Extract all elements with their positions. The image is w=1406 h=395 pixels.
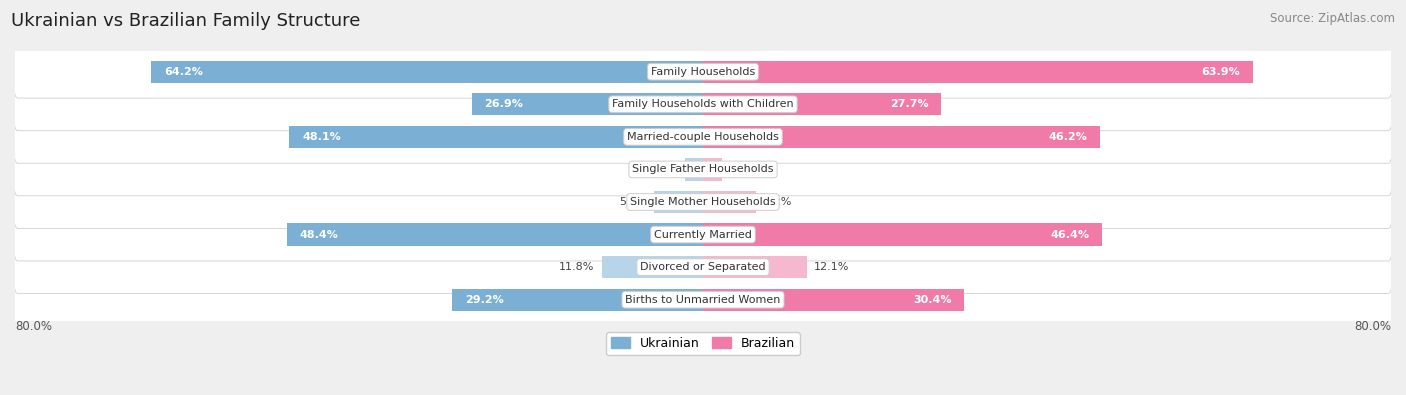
Text: 29.2%: 29.2% — [465, 295, 503, 305]
Bar — [703, 224, 1102, 246]
Text: 27.7%: 27.7% — [890, 99, 928, 109]
Bar — [703, 93, 941, 115]
Text: Ukrainian vs Brazilian Family Structure: Ukrainian vs Brazilian Family Structure — [11, 12, 360, 30]
FancyBboxPatch shape — [14, 273, 1392, 326]
Bar — [290, 126, 703, 148]
Bar — [685, 158, 703, 181]
Bar — [150, 61, 703, 83]
Bar — [703, 256, 807, 278]
Bar — [602, 256, 703, 278]
Text: 5.7%: 5.7% — [619, 197, 647, 207]
Bar — [703, 289, 965, 311]
Text: 48.4%: 48.4% — [299, 229, 339, 240]
Text: Family Households: Family Households — [651, 67, 755, 77]
Text: 12.1%: 12.1% — [814, 262, 849, 272]
Text: Births to Unmarried Women: Births to Unmarried Women — [626, 295, 780, 305]
FancyBboxPatch shape — [14, 176, 1392, 228]
FancyBboxPatch shape — [14, 143, 1392, 196]
Text: 6.2%: 6.2% — [763, 197, 792, 207]
FancyBboxPatch shape — [14, 45, 1392, 98]
Text: 80.0%: 80.0% — [1354, 320, 1391, 333]
FancyBboxPatch shape — [14, 208, 1392, 261]
Text: Single Father Households: Single Father Households — [633, 164, 773, 175]
Text: 48.1%: 48.1% — [302, 132, 342, 142]
Text: 64.2%: 64.2% — [163, 67, 202, 77]
Text: 46.4%: 46.4% — [1050, 229, 1090, 240]
Text: Source: ZipAtlas.com: Source: ZipAtlas.com — [1270, 12, 1395, 25]
Text: 2.1%: 2.1% — [650, 164, 678, 175]
Legend: Ukrainian, Brazilian: Ukrainian, Brazilian — [606, 332, 800, 355]
Text: Family Households with Children: Family Households with Children — [612, 99, 794, 109]
Text: Divorced or Separated: Divorced or Separated — [640, 262, 766, 272]
Bar — [703, 126, 1101, 148]
Text: Single Mother Households: Single Mother Households — [630, 197, 776, 207]
Text: 2.2%: 2.2% — [728, 164, 758, 175]
Bar — [703, 158, 721, 181]
Text: 11.8%: 11.8% — [560, 262, 595, 272]
Text: 63.9%: 63.9% — [1201, 67, 1240, 77]
FancyBboxPatch shape — [14, 111, 1392, 163]
FancyBboxPatch shape — [14, 78, 1392, 131]
Text: 46.2%: 46.2% — [1049, 132, 1087, 142]
Text: 26.9%: 26.9% — [485, 99, 523, 109]
Text: 30.4%: 30.4% — [912, 295, 952, 305]
Bar — [471, 93, 703, 115]
Bar — [451, 289, 703, 311]
Bar — [703, 191, 756, 213]
Text: 80.0%: 80.0% — [15, 320, 52, 333]
Bar — [703, 61, 1253, 83]
FancyBboxPatch shape — [14, 241, 1392, 293]
Bar — [287, 224, 703, 246]
Text: Married-couple Households: Married-couple Households — [627, 132, 779, 142]
Bar — [654, 191, 703, 213]
Text: Currently Married: Currently Married — [654, 229, 752, 240]
